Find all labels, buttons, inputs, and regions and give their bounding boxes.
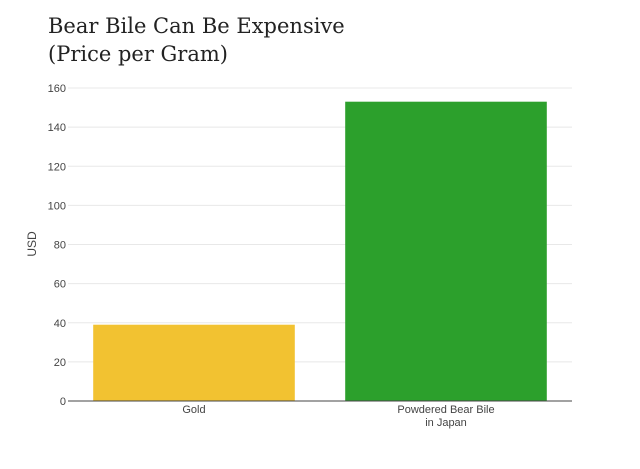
y-tick-label: 100 xyxy=(48,200,66,212)
y-tick-label: 60 xyxy=(54,279,66,291)
y-axis-title: USD xyxy=(25,231,39,257)
bar-1 xyxy=(345,101,547,401)
y-tick-label: 0 xyxy=(60,396,66,408)
y-tick-label: 160 xyxy=(48,83,66,95)
bar-0 xyxy=(93,324,295,401)
gridlines xyxy=(68,87,572,363)
x-category-label: in Japan xyxy=(425,417,467,429)
bars xyxy=(93,101,547,401)
y-tick-label: 140 xyxy=(48,122,66,134)
y-tick-label: 120 xyxy=(48,161,66,173)
y-tick-label: 40 xyxy=(54,318,66,330)
x-category-label: Powdered Bear Bile xyxy=(397,404,494,416)
y-tick-label: 80 xyxy=(54,240,66,252)
chart-title-line-2: (Price per Gram) xyxy=(48,42,228,66)
chart-title-line-1: Bear Bile Can Be Expensive xyxy=(48,14,345,38)
y-axis-ticks: 0 20 40 60 80 100 120 140 160 xyxy=(48,83,66,408)
x-category-label: Gold xyxy=(182,404,205,416)
y-tick-label: 20 xyxy=(54,357,66,369)
